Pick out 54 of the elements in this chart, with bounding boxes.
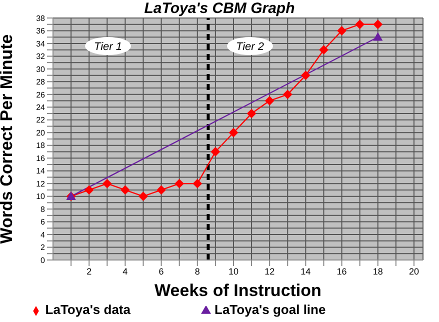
point [138, 192, 148, 201]
point [228, 128, 238, 138]
y-tick-label: 22 [36, 116, 46, 125]
point [301, 70, 310, 80]
x-tick-label: 18 [372, 266, 383, 276]
legend-label: LaToya's data [45, 302, 130, 317]
point [156, 185, 166, 194]
y-tick-label: 2 [40, 243, 46, 252]
y-tick-label: 12 [36, 179, 46, 188]
y-tick-label: 36 [36, 26, 46, 36]
x-tick-label: 6 [158, 266, 164, 276]
y-tick-label: 34 [36, 39, 46, 48]
x-axis-title: Weeks of Instruction [154, 281, 322, 300]
annotation: Tier 2 [236, 41, 264, 53]
y-tick-label: 16 [36, 154, 46, 163]
point [337, 26, 346, 36]
y-tick-label: 30 [36, 64, 46, 74]
point [373, 20, 382, 29]
x-tick-label: 2 [86, 266, 92, 276]
x-tick-label: 10 [228, 266, 238, 276]
point [247, 109, 256, 118]
y-tick-label: 18 [36, 141, 46, 150]
y-tick-label: 4 [40, 230, 46, 240]
y-tick-label: 24 [36, 103, 46, 112]
x-tick-label: 8 [194, 266, 200, 276]
point [319, 45, 328, 54]
x-tick-label: 4 [122, 266, 128, 276]
x-tick-label: 14 [300, 266, 311, 276]
x-tick-label: 20 [408, 266, 419, 276]
point [192, 179, 202, 188]
x-tick-label: 12 [264, 266, 275, 276]
point [210, 147, 220, 156]
y-tick-label: 0 [40, 256, 46, 265]
point [174, 179, 184, 188]
y-tick-label: 6 [40, 218, 46, 227]
point [283, 90, 292, 99]
x-tick-label: 16 [336, 266, 347, 276]
y-tick-label: 28 [36, 78, 46, 87]
chart-title: LaToya's CBM Graph [144, 0, 295, 17]
point [355, 20, 364, 29]
y-tick-label: 14 [36, 166, 46, 176]
annotation: Tier 1 [94, 41, 122, 53]
y-tick-label: 20 [36, 128, 46, 138]
point [120, 185, 130, 194]
legend-label: LaToya's goal line [214, 302, 326, 317]
y-tick-label: 26 [36, 90, 46, 100]
y-tick-label: 10 [36, 192, 46, 202]
y-tick-label: 32 [36, 52, 46, 62]
y-tick-label: 38 [36, 14, 46, 23]
y-axis-title: Words Correct Per Minute [0, 34, 16, 244]
y-tick-label: 8 [40, 204, 46, 214]
point [84, 185, 94, 194]
point [265, 96, 274, 106]
point [102, 179, 112, 188]
